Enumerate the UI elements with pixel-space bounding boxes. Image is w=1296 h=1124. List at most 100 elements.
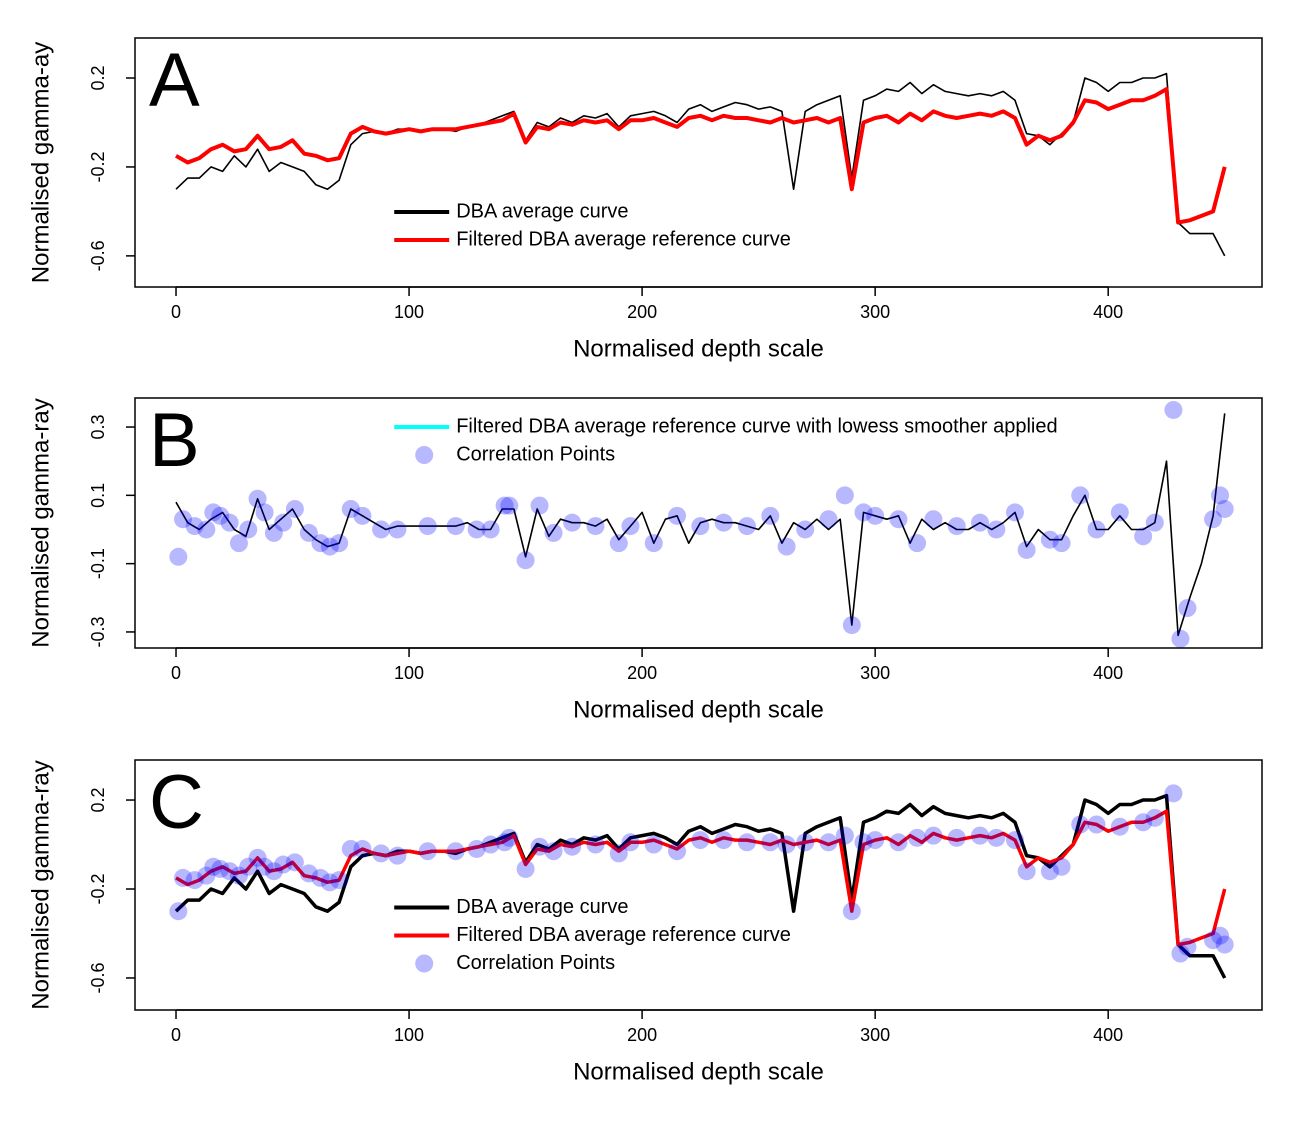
correlation-point [563, 513, 582, 532]
correlation-point [1171, 944, 1190, 963]
correlation-point [1178, 599, 1197, 618]
correlation-point [737, 517, 756, 536]
correlation-point [341, 499, 360, 518]
correlation-point [947, 828, 966, 847]
correlation-point [714, 831, 733, 850]
correlation-point [866, 506, 885, 525]
correlation-point [1005, 831, 1024, 850]
correlation-point [1040, 530, 1059, 549]
x-tick-label: 300 [860, 1025, 890, 1045]
x-axis-label: Normalised depth scale [573, 696, 824, 723]
y-axis-label: Normalised gamma-ray [27, 760, 54, 1009]
correlation-point [446, 517, 465, 536]
correlation-point [1005, 503, 1024, 522]
panel-label: A [149, 38, 200, 123]
correlation-point [1171, 629, 1190, 648]
x-tick-label: 400 [1093, 663, 1123, 683]
correlation-point [229, 866, 248, 885]
correlation-point [908, 828, 927, 847]
correlation-point [691, 831, 710, 850]
x-tick-label: 400 [1093, 302, 1123, 322]
correlation-point [446, 842, 465, 861]
y-tick-label: -0.6 [88, 240, 108, 271]
correlation-point [388, 846, 407, 865]
correlation-point [761, 833, 780, 852]
correlation-point [819, 833, 838, 852]
correlation-point [1215, 499, 1234, 518]
correlation-point [516, 551, 535, 570]
correlation-point [1087, 520, 1106, 539]
correlation-point [274, 513, 293, 532]
correlation-point [467, 839, 486, 858]
correlation-point [1134, 527, 1153, 546]
correlation-point [320, 537, 339, 556]
correlation-point [544, 523, 563, 542]
correlation-point [924, 510, 943, 529]
correlation-point [889, 833, 908, 852]
x-axis-label: Normalised depth scale [573, 1058, 824, 1085]
correlation-point [255, 503, 274, 522]
correlation-point [1017, 862, 1036, 881]
correlation-point [586, 517, 605, 536]
x-axis-label: Normalised depth scale [573, 335, 824, 362]
correlation-point [1110, 817, 1129, 836]
correlation-point [644, 534, 663, 553]
correlation-point [621, 833, 640, 852]
correlation-point [1145, 808, 1164, 827]
correlation-point [668, 506, 687, 525]
plot-frame [134, 759, 1263, 1011]
correlation-point [1052, 857, 1071, 876]
correlation-point [169, 547, 188, 566]
correlation-point [854, 503, 873, 522]
correlation-point [239, 857, 258, 876]
correlation-point [500, 496, 519, 515]
correlation-point [239, 520, 258, 539]
correlation-point [248, 848, 267, 867]
x-tick-label: 100 [394, 1025, 424, 1045]
correlation-point [777, 537, 796, 556]
x-tick-label: 0 [171, 663, 181, 683]
correlation-point [481, 520, 500, 539]
correlation-point [1211, 926, 1230, 945]
x-tick-label: 0 [171, 1025, 181, 1045]
series-line [175, 87, 1227, 225]
correlation-point [372, 520, 391, 539]
correlation-point [255, 857, 274, 876]
correlation-point [1040, 862, 1059, 881]
correlation-point [285, 499, 304, 518]
correlation-point [1178, 937, 1197, 956]
correlation-point [714, 513, 733, 532]
correlation-point [500, 828, 519, 847]
correlation-point [737, 833, 756, 852]
y-tick-label: -0.2 [88, 151, 108, 182]
correlation-point [761, 506, 780, 525]
correlation-point [341, 839, 360, 858]
y-axis-label: Normalised gamma-ray [27, 398, 54, 647]
correlation-point [1215, 935, 1234, 954]
x-tick-label: 200 [627, 1025, 657, 1045]
correlation-point [609, 844, 628, 863]
correlation-point [330, 871, 349, 890]
correlation-point [1071, 486, 1090, 505]
legend-label: Correlation Points [456, 952, 615, 974]
correlation-point [866, 831, 885, 850]
correlation-point [842, 616, 861, 635]
correlation-point [388, 520, 407, 539]
series-line [175, 72, 1226, 257]
correlation-point [220, 862, 239, 881]
correlation-point [908, 534, 927, 553]
legend-label: DBA average curve [456, 896, 628, 918]
correlation-point [1087, 815, 1106, 834]
correlation-point [1164, 400, 1183, 419]
correlation-point [987, 828, 1006, 847]
legend-label: Filtered DBA average reference curve [456, 924, 791, 946]
correlation-point [1204, 931, 1223, 950]
correlation-point [481, 835, 500, 854]
correlation-point [835, 486, 854, 505]
correlation-point [668, 842, 687, 861]
x-tick-label: 100 [394, 663, 424, 683]
y-tick-label: 0.3 [88, 415, 108, 440]
correlation-point [174, 868, 193, 887]
correlation-point [889, 510, 908, 529]
correlation-point [299, 523, 318, 542]
